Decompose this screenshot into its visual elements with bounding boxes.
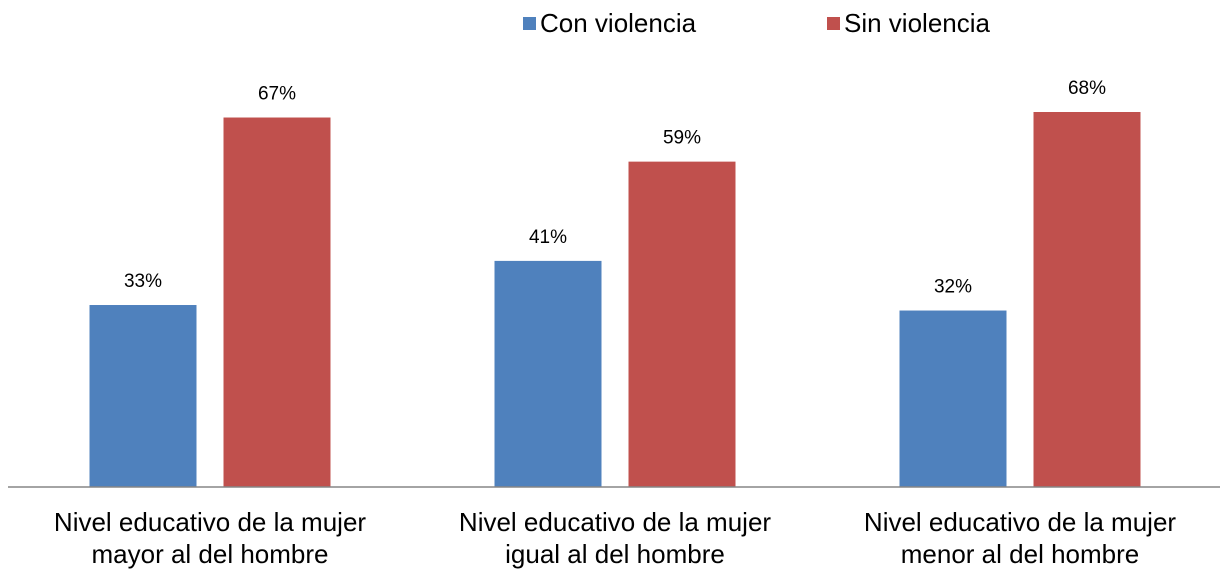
- bar: [899, 310, 1007, 487]
- data-label: 59%: [663, 128, 701, 149]
- legend-label: Sin violencia: [844, 8, 991, 38]
- legend-label: Con violencia: [540, 8, 697, 38]
- bar: [223, 117, 331, 487]
- bar: [1033, 112, 1141, 487]
- data-label: 41%: [529, 227, 567, 248]
- bar: [89, 305, 197, 487]
- data-label: 67%: [258, 84, 296, 105]
- x-tick-label: Nivel educativo de la mujer menor al del…: [863, 507, 1177, 569]
- bar: [494, 260, 602, 487]
- bar: [628, 161, 736, 487]
- legend-swatch: [827, 17, 840, 30]
- x-tick-label: Nivel educativo de la mujer mayor al del…: [53, 507, 367, 569]
- data-label: 68%: [1068, 78, 1106, 99]
- legend-swatch: [523, 17, 536, 30]
- x-tick-label: Nivel educativo de la mujer igual al del…: [458, 507, 772, 569]
- data-label: 33%: [124, 271, 162, 292]
- data-label: 32%: [934, 277, 972, 298]
